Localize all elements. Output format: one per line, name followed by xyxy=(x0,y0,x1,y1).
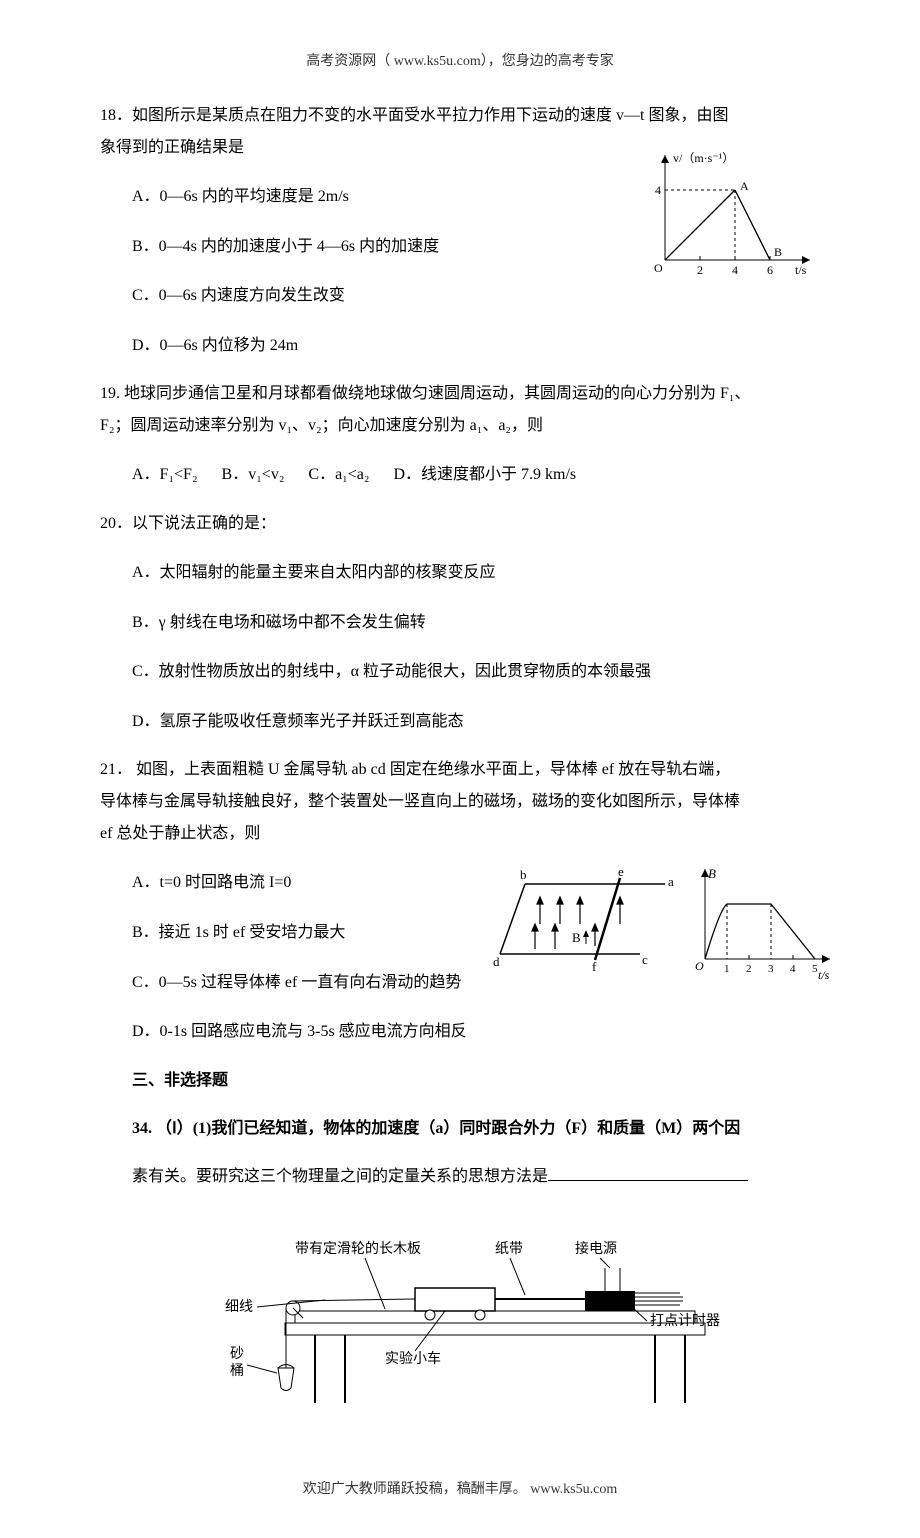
xtick-label-6: 6 xyxy=(767,263,773,277)
q21-stem-line2: 导体棒与金属导轨接触良好，整个装置处一竖直向上的磁场，磁场的变化如图所示，导体棒 xyxy=(100,786,820,818)
experiment-svg: 带有定滑轮的长木板 纸带 接电源 细线 打点计时器 砂 桶 实验小车 xyxy=(185,1213,735,1413)
xtick-label-4: 4 xyxy=(732,263,738,277)
q34-line1: 34. （Ⅰ）(1)我们已经知道，物体的加速度（a）同时跟合外力（F）和质量（M… xyxy=(132,1113,820,1145)
q18-option-c: C．0—6s 内速度方向发生改变 xyxy=(132,279,820,313)
q21-stem-line3: ef 总处于静止状态，则 xyxy=(100,818,820,850)
bt-ylabel: B xyxy=(708,866,716,881)
q34-line2-text: 素有关。要研究这三个物理量之间的定量关系的思想方法是 xyxy=(132,1168,548,1185)
label-b: b xyxy=(520,867,527,882)
q19-stem-line1: 19. 地球同步通信卫星和月球都看做绕地球做匀速圆周运动，其圆周运动的向心力分别… xyxy=(100,378,820,410)
bt-x-arrow-icon xyxy=(822,955,830,963)
label-c: c xyxy=(642,952,648,967)
page-footer: 欢迎广大教师踊跃投稿，稿酬丰厚。 www.ks5u.com xyxy=(100,1478,820,1498)
q19-option-d: D．线速度都小于 7.9 km/s xyxy=(393,466,576,483)
label-car: 实验小车 xyxy=(385,1350,441,1367)
bt-xtick-4: 4 xyxy=(790,963,796,975)
timer-hatch xyxy=(635,1293,683,1305)
q19-option-c: C．a₁<a₂ xyxy=(308,466,369,483)
q20-option-c: C．放射性物质放出的射线中，α 粒子动能很大，因此贯穿物质的本领最强 xyxy=(132,655,820,689)
xlabel: t/s xyxy=(795,263,807,277)
q21-option-d: D．0-1s 回路感应电流与 3-5s 感应电流方向相反 xyxy=(132,1015,820,1049)
page-header: 高考资源网（ www.ks5u.com），您身边的高考专家 xyxy=(100,50,820,70)
question-18: 18．如图所示是某质点在阻力不变的水平面受水平拉力作用下运动的速度 v—t 图象… xyxy=(100,100,820,362)
label-bucket-1: 砂 xyxy=(230,1346,244,1362)
leader-tape xyxy=(510,1258,525,1295)
q20-option-d: D．氢原子能吸收任意频率光子并跃迁到高能态 xyxy=(132,705,820,739)
label-d: d xyxy=(493,954,500,969)
label-B: B xyxy=(572,930,581,945)
label-e: e xyxy=(618,864,624,879)
leader-power xyxy=(600,1258,610,1268)
point-a-label: A xyxy=(740,179,749,193)
bt-curve xyxy=(705,904,815,959)
xtick-label-2: 2 xyxy=(697,263,703,277)
y-arrow-icon xyxy=(661,155,669,163)
q20-stem: 20．以下说法正确的是： xyxy=(100,508,820,540)
q34-line2: 素有关。要研究这三个物理量之间的定量关系的思想方法是 xyxy=(132,1161,820,1193)
bt-xtick-2: 2 xyxy=(746,963,752,975)
bt-xtick-1: 1 xyxy=(724,963,730,975)
q21-figures: B b e a d f c B O xyxy=(490,864,840,984)
car-wheel-1 xyxy=(425,1310,435,1320)
ylabel: v/（m·s⁻¹） xyxy=(673,151,734,165)
question-21: 21． 如图，上表面粗糙 U 金属导轨 ab cd 固定在绝缘水平面上，导体棒 … xyxy=(100,754,820,1048)
table-top xyxy=(285,1323,705,1335)
ytick-4: 4 xyxy=(655,183,661,197)
q19-option-b: B．v₁<v₂ xyxy=(222,466,285,483)
bar-ef xyxy=(595,878,620,960)
long-board xyxy=(295,1311,695,1323)
label-tape: 纸带 xyxy=(495,1241,523,1257)
bucket-icon xyxy=(278,1368,294,1391)
q19-option-a: A．F₁<F₂ xyxy=(132,466,198,483)
q34-blank xyxy=(548,1164,748,1181)
q19-stem-line2: F₂；圆周运动速率分别为 v₁、v₂；向心加速度分别为 a₁、a₂，则 xyxy=(100,410,820,442)
q18-vt-chart: v/（m·s⁻¹） t/s 4 2 4 6 A B O xyxy=(640,150,820,280)
q21-rails-diagram: B b e a d f c xyxy=(493,864,674,974)
bt-xtick-3: 3 xyxy=(768,963,774,975)
label-string: 细线 xyxy=(225,1299,253,1315)
graph-line-1 xyxy=(665,190,735,260)
label-timer: 打点计时器 xyxy=(650,1312,720,1329)
label-board: 带有定滑轮的长木板 xyxy=(295,1240,421,1257)
q18-stem-line1: 18．如图所示是某质点在阻力不变的水平面受水平拉力作用下运动的速度 v—t 图象… xyxy=(100,100,820,132)
label-bucket-2: 桶 xyxy=(230,1363,244,1379)
point-b-label: B xyxy=(774,245,782,259)
q20-option-b: B．γ 射线在电场和磁场中都不会发生偏转 xyxy=(132,606,820,640)
timer-body xyxy=(585,1291,635,1311)
label-power: 接电源 xyxy=(575,1240,617,1257)
question-19: 19. 地球同步通信卫星和月球都看做绕地球做匀速圆周运动，其圆周运动的向心力分别… xyxy=(100,378,820,492)
section-3-title: 三、非选择题 xyxy=(132,1065,820,1097)
car-wheel-2 xyxy=(475,1310,485,1320)
q18-option-d: D．0—6s 内位移为 24m xyxy=(132,329,820,363)
leader-bucket xyxy=(247,1365,277,1373)
q21-stem-line1: 21． 如图，上表面粗糙 U 金属导轨 ab cd 固定在绝缘水平面上，导体棒 … xyxy=(100,754,820,786)
rail-left xyxy=(500,884,525,954)
leader-board xyxy=(365,1258,385,1309)
q20-option-a: A．太阳辐射的能量主要来自太阳内部的核聚变反应 xyxy=(132,556,820,590)
origin-label: O xyxy=(654,261,663,275)
q21-bt-chart: B O 1 2 3 4 5 t/s xyxy=(695,866,830,982)
experiment-diagram: 带有定滑轮的长木板 纸带 接电源 细线 打点计时器 砂 桶 实验小车 xyxy=(100,1213,820,1418)
bt-origin: O xyxy=(695,959,704,973)
q34-line1-text: 34. （Ⅰ）(1)我们已经知道，物体的加速度（a）同时跟合外力（F）和质量（M… xyxy=(132,1120,740,1137)
label-f: f xyxy=(592,959,597,974)
bt-xlabel: t/s xyxy=(818,968,830,982)
label-a: a xyxy=(668,874,674,889)
question-20: 20．以下说法正确的是： A．太阳辐射的能量主要来自太阳内部的核聚变反应 B．γ… xyxy=(100,508,820,738)
car-body xyxy=(415,1288,495,1311)
q19-options: A．F₁<F₂ B．v₁<v₂ C．a₁<a₂ D．线速度都小于 7.9 km/… xyxy=(132,458,820,492)
string-horizontal xyxy=(293,1299,415,1301)
graph-line-2 xyxy=(735,190,770,260)
